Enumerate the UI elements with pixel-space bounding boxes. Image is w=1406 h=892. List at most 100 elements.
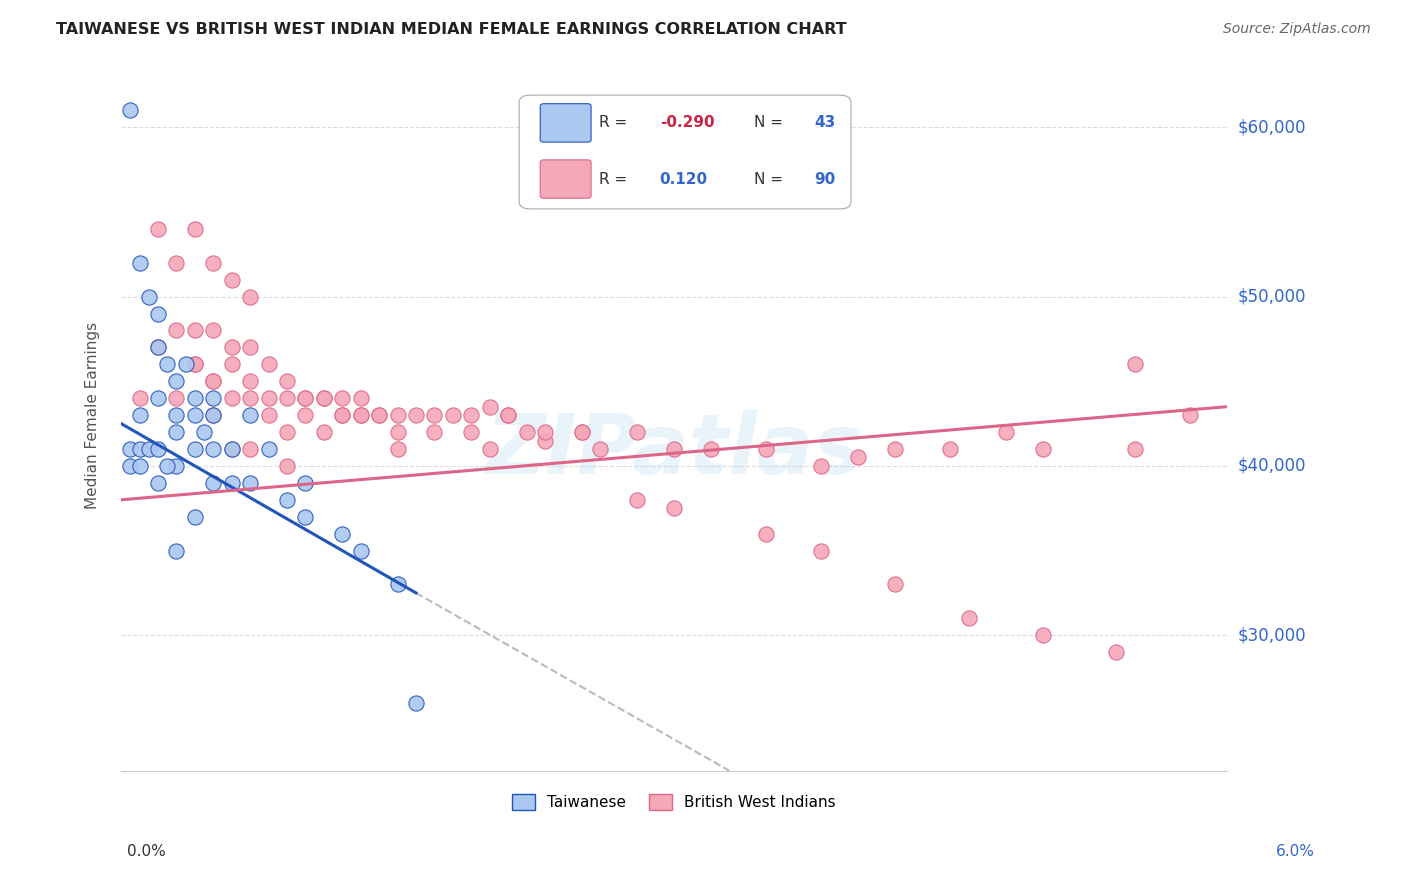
Text: 0.0%: 0.0% <box>127 845 166 859</box>
Point <box>534 434 557 448</box>
Point <box>193 425 215 439</box>
Point <box>387 408 409 422</box>
Point <box>184 509 207 524</box>
Point <box>460 425 482 439</box>
Point <box>165 458 187 473</box>
Point <box>202 256 225 270</box>
Point <box>534 425 557 439</box>
FancyBboxPatch shape <box>540 160 591 198</box>
Point <box>202 391 225 405</box>
Point <box>174 357 197 371</box>
Point <box>662 501 685 516</box>
Point <box>221 475 243 490</box>
Point <box>146 222 169 236</box>
Point <box>184 442 207 456</box>
Text: 43: 43 <box>814 115 835 130</box>
Text: TAIWANESE VS BRITISH WEST INDIAN MEDIAN FEMALE EARNINGS CORRELATION CHART: TAIWANESE VS BRITISH WEST INDIAN MEDIAN … <box>56 22 846 37</box>
Point <box>312 425 335 439</box>
Point <box>239 475 262 490</box>
Point <box>128 458 150 473</box>
Point <box>478 442 501 456</box>
Point <box>496 408 519 422</box>
Point <box>202 374 225 388</box>
Point <box>165 256 187 270</box>
Point <box>276 374 298 388</box>
Point <box>120 458 142 473</box>
Point <box>423 408 446 422</box>
Point <box>146 391 169 405</box>
Point <box>1178 408 1201 422</box>
Point <box>957 611 980 625</box>
Point <box>165 543 187 558</box>
Point <box>1032 628 1054 642</box>
Point <box>755 526 778 541</box>
Point <box>221 273 243 287</box>
Text: -0.290: -0.290 <box>659 115 714 130</box>
Point <box>239 391 262 405</box>
Text: ZIPatlas: ZIPatlas <box>485 410 863 491</box>
Point <box>571 425 593 439</box>
FancyBboxPatch shape <box>540 103 591 142</box>
Point <box>120 103 142 118</box>
Point <box>257 408 280 422</box>
Point <box>700 442 723 456</box>
Point <box>239 290 262 304</box>
Point <box>202 324 225 338</box>
Point <box>120 442 142 456</box>
Point <box>626 492 648 507</box>
Point <box>146 442 169 456</box>
Point <box>368 408 391 422</box>
Point <box>589 442 612 456</box>
Point <box>239 374 262 388</box>
Point <box>202 374 225 388</box>
Point <box>276 425 298 439</box>
Point <box>156 357 179 371</box>
Text: 6.0%: 6.0% <box>1275 845 1315 859</box>
Point <box>350 408 373 422</box>
Point <box>146 340 169 354</box>
Point <box>165 391 187 405</box>
Point <box>755 442 778 456</box>
Point <box>165 425 187 439</box>
Point <box>221 391 243 405</box>
Point <box>387 577 409 591</box>
Point <box>184 408 207 422</box>
Point <box>294 408 316 422</box>
Point <box>257 442 280 456</box>
Point <box>184 222 207 236</box>
Text: $40,000: $40,000 <box>1239 457 1306 475</box>
Point <box>330 408 353 422</box>
Point <box>294 475 316 490</box>
Point <box>1123 442 1146 456</box>
Point <box>405 408 427 422</box>
Point <box>350 543 373 558</box>
Point <box>810 543 832 558</box>
Text: 0.120: 0.120 <box>659 171 707 186</box>
Point <box>330 408 353 422</box>
Point <box>221 442 243 456</box>
Point <box>478 400 501 414</box>
Point <box>571 425 593 439</box>
Text: N =: N = <box>754 171 787 186</box>
Point <box>460 408 482 422</box>
Point <box>276 391 298 405</box>
Point <box>276 458 298 473</box>
Point <box>165 408 187 422</box>
Point <box>312 391 335 405</box>
Point <box>239 442 262 456</box>
Point <box>221 357 243 371</box>
Point <box>516 425 538 439</box>
Point <box>294 391 316 405</box>
Point <box>239 340 262 354</box>
Point <box>138 290 160 304</box>
Point <box>165 374 187 388</box>
Point <box>128 391 150 405</box>
Point <box>184 324 207 338</box>
Point <box>846 450 869 465</box>
Point <box>441 408 464 422</box>
Point <box>626 425 648 439</box>
Point <box>1032 442 1054 456</box>
Point <box>146 307 169 321</box>
Point <box>884 577 907 591</box>
Legend: Taiwanese, British West Indians: Taiwanese, British West Indians <box>506 789 842 816</box>
